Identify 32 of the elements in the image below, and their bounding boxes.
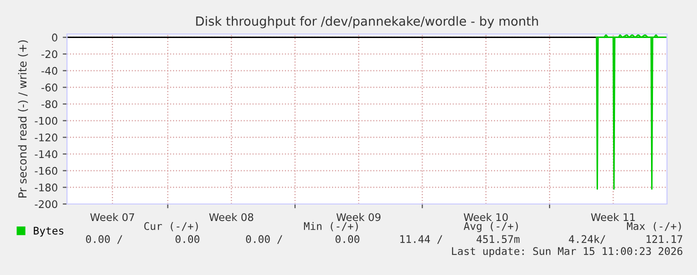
text: 4.24k/ xyxy=(568,234,606,244)
y-tick-label: -40 xyxy=(41,66,58,75)
y-axis-title: Pr second read (-) / write (+) xyxy=(18,40,28,198)
x-tick-label: Week 07 xyxy=(90,213,134,222)
x-tick-label: Week 11 xyxy=(591,213,635,222)
text: 121.17 xyxy=(646,235,682,243)
text: 451.57m xyxy=(476,235,520,244)
text: Last update: Sun Mar 15 11:00:23 2026 xyxy=(452,246,682,258)
text: Cur (-/+) xyxy=(144,222,198,232)
text: 0.00 xyxy=(176,235,200,244)
y-tick-label: -100 xyxy=(34,116,58,125)
y-tick-label: -80 xyxy=(41,100,58,108)
chart-title: Disk throughput for /dev/pannekake/wordle - by month xyxy=(196,16,538,28)
y-tick-label: -120 xyxy=(34,134,58,142)
y-tick-label: -200 xyxy=(34,200,58,208)
y-tick-label: 0 xyxy=(52,34,58,42)
y-tick-label: -20 xyxy=(41,50,58,58)
x-tick-label: Week 09 xyxy=(336,213,380,222)
text: 0.00 / xyxy=(246,235,282,244)
y-tick-label: -180 xyxy=(34,184,58,192)
text: Min (-/+) xyxy=(304,222,358,232)
y-tick-label: -60 xyxy=(41,84,58,92)
text: 0.00 / xyxy=(86,235,122,244)
legend-label: Bytes xyxy=(34,226,64,237)
text: Avg (-/+) xyxy=(464,222,518,232)
x-tick-label: Week 10 xyxy=(464,213,508,222)
text: Max (-/+) xyxy=(626,222,681,232)
y-tick-label: -160 xyxy=(34,166,58,175)
text: 0.00 xyxy=(336,235,360,244)
y-tick-label: -140 xyxy=(34,150,58,158)
text: 11.44 / xyxy=(400,235,442,244)
x-tick-label: Week 08 xyxy=(209,213,254,222)
